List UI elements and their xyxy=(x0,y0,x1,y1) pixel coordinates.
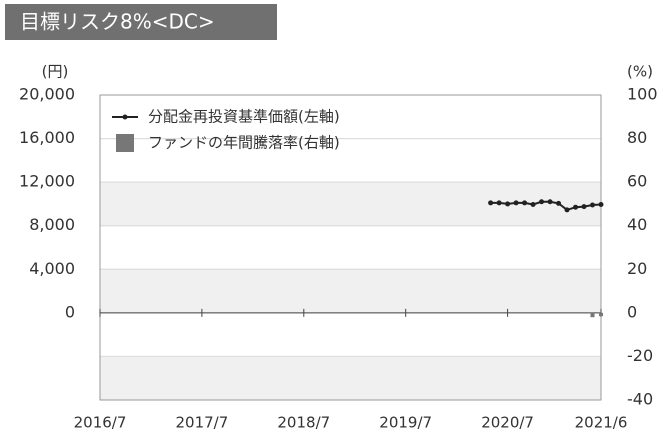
bar xyxy=(590,312,595,318)
point xyxy=(573,204,579,210)
x-tick-label: 2016/7 xyxy=(74,414,127,432)
point xyxy=(513,200,519,206)
y-tick-label: 4,000 xyxy=(29,259,75,278)
y-tick-label: 0 xyxy=(65,302,75,321)
point xyxy=(522,200,528,206)
point xyxy=(547,199,553,205)
point xyxy=(496,200,502,206)
plot-frame xyxy=(99,94,602,401)
y2-tick-label: 60 xyxy=(627,172,647,191)
grid-band xyxy=(100,269,601,313)
point xyxy=(564,207,570,213)
y2-tick-label: 0 xyxy=(627,302,637,321)
point xyxy=(488,200,494,206)
point xyxy=(505,201,511,207)
point xyxy=(598,201,604,207)
y2-tick-label: 80 xyxy=(627,128,647,147)
legend-swatch xyxy=(116,134,134,152)
y-tick-label: 20,000 xyxy=(19,85,75,104)
x-tick-label: 2021/6 xyxy=(575,414,628,432)
x-tick-label: 2019/7 xyxy=(379,414,432,432)
bar xyxy=(599,312,603,317)
x-tick-label: 2017/7 xyxy=(176,414,229,432)
point xyxy=(590,202,596,208)
y2-tick-label: -20 xyxy=(627,346,653,365)
y-axis-label: (円) xyxy=(42,63,69,81)
x-tick-label: 2018/7 xyxy=(277,414,330,432)
y2-tick-label: 20 xyxy=(627,259,647,278)
y2-tick-label: 100 xyxy=(627,85,658,104)
y2-tick-label: -40 xyxy=(627,390,653,409)
point xyxy=(581,204,587,210)
grid-band xyxy=(100,356,601,400)
y-tick-label: 8,000 xyxy=(29,215,75,234)
point xyxy=(530,201,536,207)
point xyxy=(539,199,545,205)
y-tick-label: 12,000 xyxy=(19,172,75,191)
legend-label: 分配金再投資基準価額(左軸) xyxy=(148,108,340,126)
y-tick-label: 16,000 xyxy=(19,128,75,147)
y2-axis-label: (%) xyxy=(627,63,653,81)
legend-point xyxy=(122,114,128,120)
legend-label: ファンドの年間騰落率(右軸) xyxy=(148,134,340,152)
title-box xyxy=(5,4,277,40)
chart-title: 目標リスク8%<DC> xyxy=(20,10,215,34)
point xyxy=(556,200,562,206)
y2-tick-label: 40 xyxy=(627,215,647,234)
x-tick-label: 2020/7 xyxy=(481,414,534,432)
